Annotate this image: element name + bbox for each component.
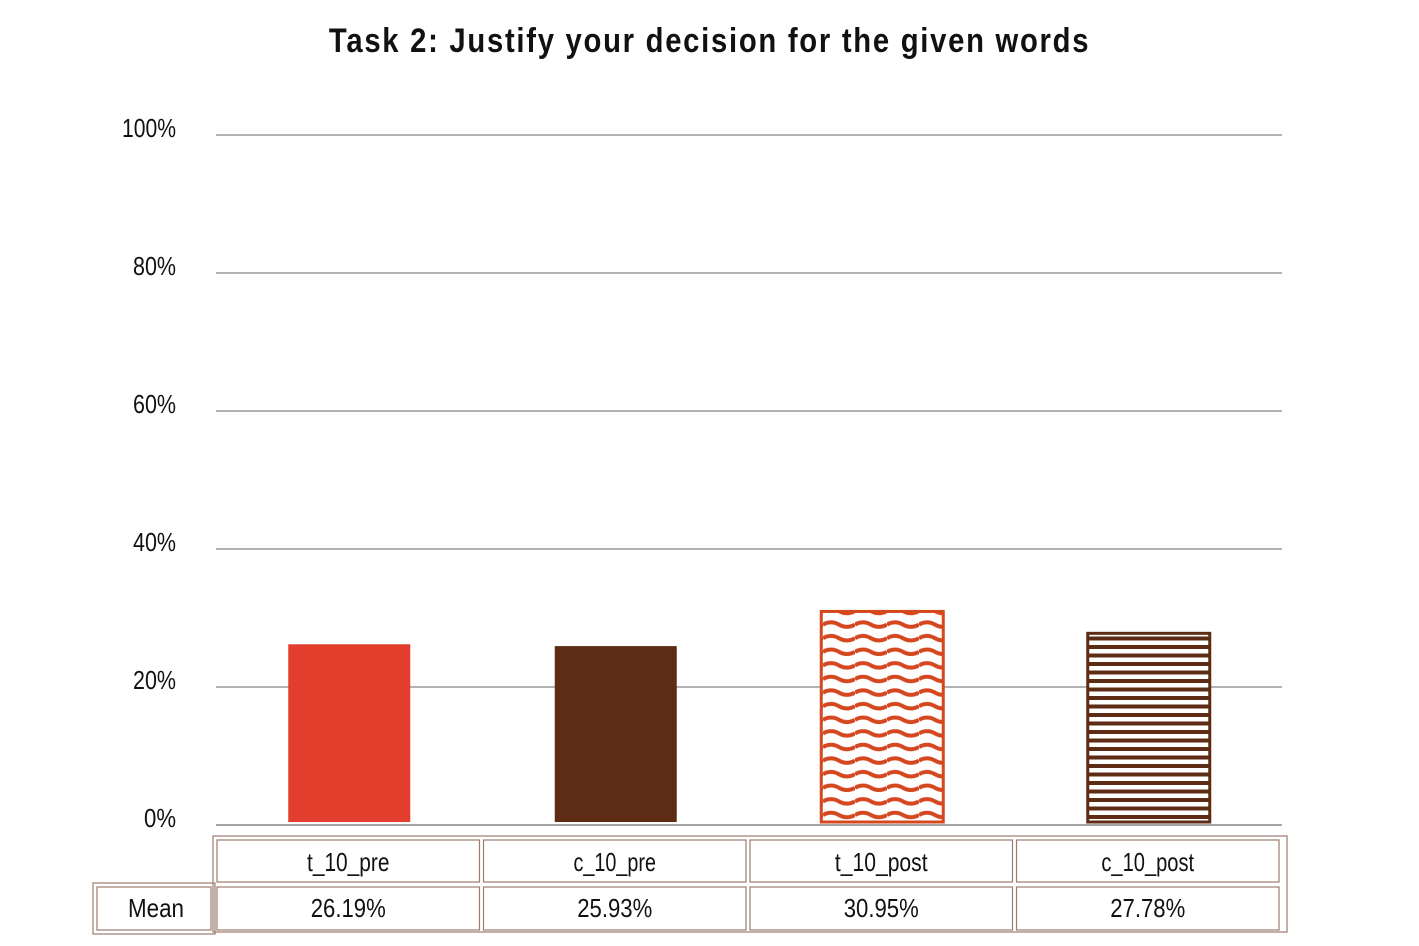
- table-value-cell: [749, 886, 1014, 931]
- bar-t_10_pre: [288, 644, 411, 822]
- row-label-cell: [96, 886, 212, 931]
- table-row-label: Mean: [128, 893, 184, 923]
- table-value-cell: [482, 886, 747, 931]
- x-category-label: c_10_pre: [574, 847, 656, 877]
- table-header-cell: [482, 839, 747, 883]
- bar-c_10_pre: [554, 646, 677, 822]
- x-category-label: t_10_post: [835, 847, 928, 877]
- table-header-cell: [749, 839, 1014, 883]
- x-category-label: c_10_post: [1101, 847, 1194, 877]
- y-tick-label: 20%: [133, 665, 176, 695]
- y-tick-label: 60%: [133, 389, 176, 419]
- table-value-cell: [1015, 886, 1280, 931]
- chart-title: Task 2: Justify your decision for the gi…: [328, 22, 1091, 60]
- bars: [288, 609, 1212, 824]
- table-value-cell: [216, 886, 481, 931]
- data-label: 30.95%: [844, 893, 919, 923]
- bar-c_10_post: [1086, 631, 1212, 824]
- y-axis-ticks: 0% 20% 40% 60% 80% 100%: [122, 113, 176, 833]
- y-tick-label: 0%: [144, 803, 176, 833]
- table-header-cell: [216, 839, 481, 883]
- data-label: 25.93%: [577, 893, 652, 923]
- data-label: 26.19%: [311, 893, 386, 923]
- x-category-label: t_10_pre: [307, 847, 389, 877]
- y-tick-label: 100%: [122, 113, 176, 143]
- table-header-cell: [1015, 839, 1280, 883]
- data-label: 27.78%: [1110, 893, 1185, 923]
- bar-t_10_post: [819, 609, 945, 824]
- row-label-frame: [92, 882, 216, 935]
- table-frame: [212, 835, 1288, 933]
- y-tick-label: 40%: [133, 527, 176, 557]
- y-tick-label: 80%: [133, 251, 176, 281]
- data-table: Mean t_10_pre 26.19% c_10_pre 25.93% t_10_pos…: [92, 835, 1288, 935]
